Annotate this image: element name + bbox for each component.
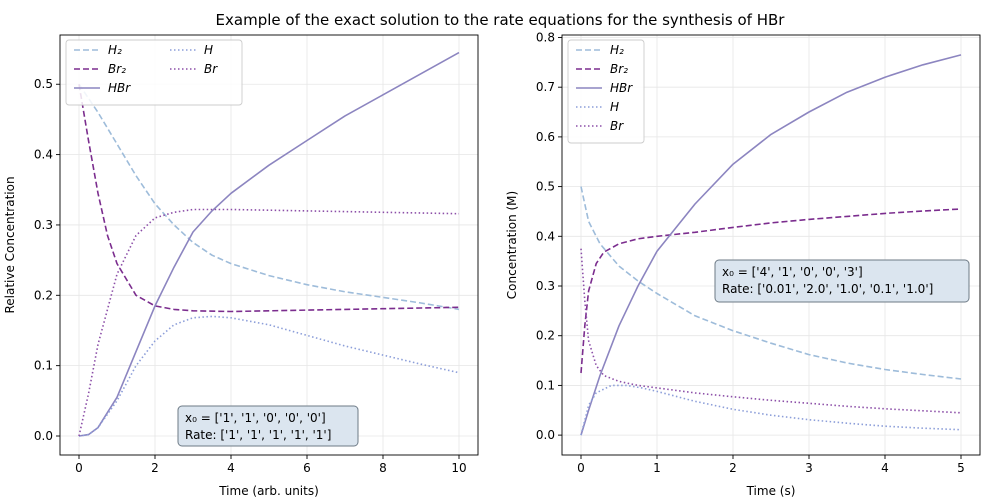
chart1-annotation: x₀ = ['4', '1', '0', '0', '3'] Rate: ['0.… (714, 259, 970, 303)
chart0-xtick-label-3: 6 (303, 461, 311, 475)
chart0-xtick-label-0: 0 (75, 461, 83, 475)
chart0-series-4-line (78, 208, 460, 437)
chart1-ytick-label-8: 0.8 (536, 30, 555, 44)
chart0-yaxis-label: Relative Concentration (3, 176, 17, 313)
chart1-ytick-label-5: 0.5 (536, 180, 555, 194)
chart1-legend-label-2: HBr (610, 81, 633, 95)
chart1-legend-label-0: H₂ (610, 43, 624, 57)
chart1-ytick-label-3: 0.3 (536, 279, 555, 293)
chart0-xtick-label-1: 2 (151, 461, 159, 475)
chart0-ytick-label-1: 0.1 (34, 359, 53, 373)
chart1-xtick-label-5: 5 (957, 461, 965, 475)
chart1-ytick-label-2: 0.2 (536, 329, 555, 343)
chart1-series-1-line (580, 208, 962, 374)
chart1-yaxis-label: Concentration (M) (505, 191, 519, 299)
chart1-ytick-label-7: 0.7 (536, 80, 555, 94)
chart0-legend-label-4: Br (204, 62, 218, 76)
chart1-xtick-label-4: 4 (881, 461, 889, 475)
chart1-series-0-line (580, 186, 962, 380)
chart0-annotation-line1: x₀ = ['1', '1', '0', '0', '0'] (185, 411, 326, 425)
chart1-series-4-line (580, 248, 962, 414)
chart0-legend-box (65, 39, 243, 106)
chart1-plot-frame (561, 34, 981, 456)
chart0-xtick-label-2: 4 (227, 461, 235, 475)
chart1-series-2-line (580, 54, 962, 436)
chart1-xaxis-label: Time (s) (746, 484, 796, 498)
chart1-ytick-label-1: 0.1 (536, 378, 555, 392)
chart1-xtick-label-3: 3 (805, 461, 813, 475)
chart1-legend-box (567, 39, 645, 144)
chart1-annotation-box (714, 259, 970, 303)
chart1-ytick-label-6: 0.6 (536, 130, 555, 144)
chart1-annotation-line1: x₀ = ['4', '1', '0', '0', '3'] (722, 265, 863, 279)
chart0-ytick-label-0: 0.0 (34, 429, 53, 443)
chart1-ytick-label-4: 0.4 (536, 229, 555, 243)
chart0-legend-label-0: H₂ (108, 43, 122, 57)
chart0-ytick-label-5: 0.5 (34, 77, 53, 91)
chart1-xtick-label-2: 2 (729, 461, 737, 475)
chart1-xtick-label-1: 1 (653, 461, 661, 475)
chart0-series-2-line (78, 51, 460, 437)
chart0-series-1-line (78, 84, 460, 313)
chart1-legend-label-1: Br₂ (610, 62, 628, 76)
chart0-annotation: x₀ = ['1', '1', '0', '0', '0'] Rate: ['1'… (177, 405, 359, 447)
chart1-legend-label-4: Br (610, 119, 624, 133)
chart1-xtick-label-0: 0 (577, 461, 585, 475)
chart1-series-3-line (580, 384, 962, 436)
figure-title: Example of the exact solution to the rat… (216, 11, 786, 29)
chart0-legend-label-1: Br₂ (108, 62, 126, 76)
chart0-plot-frame (59, 34, 479, 456)
chart0-annotation-line2: Rate: ['1', '1', '1', '1', '1'] (185, 428, 331, 442)
right-chart-panel: 0 1 2 3 4 5 0.0 0.1 0.2 0.3 0.4 0.5 0.6 0.7 0.8 Time (s… (505, 30, 981, 498)
chart0-xaxis-label: Time (arb. units) (218, 484, 319, 498)
chart0-ytick-label-3: 0.3 (34, 218, 53, 232)
chart1-ytick-label-0: 0.0 (536, 428, 555, 442)
chart0-ytick-label-2: 0.2 (34, 288, 53, 302)
chart0-series-3-line (78, 315, 460, 437)
left-chart-panel: 0 2 4 6 8 10 0.0 0.1 0.2 0.3 0.4 0.5 Time (arb. unit… (3, 34, 479, 498)
chart1-annotation-line2: Rate: ['0.01', '2.0', '1.0', '0.1', '1.0… (722, 282, 933, 296)
chart1-legend-label-3: H (610, 100, 619, 114)
chart0-series-0-line (78, 83, 460, 311)
chart0-legend-label-3: H (204, 43, 213, 57)
chart0-legend-label-2: HBr (108, 81, 131, 95)
chart0-xtick-label-4: 8 (379, 461, 387, 475)
chart0-ytick-label-4: 0.4 (34, 148, 53, 162)
chart0-xtick-label-5: 10 (451, 461, 466, 475)
chart0-annotation-box (177, 405, 359, 447)
